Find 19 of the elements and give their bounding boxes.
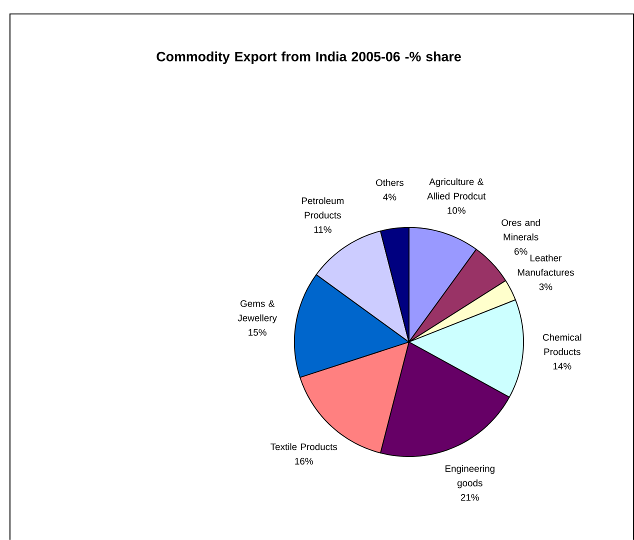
- slice-label: Leather Manufactures: [518, 254, 574, 276]
- data-label: 15%: [248, 328, 266, 336]
- slice-label: Chemical Products: [542, 334, 582, 355]
- chart-title: Commodity Export from India 2005-06 -% share: [156, 51, 461, 64]
- data-label: 14%: [553, 362, 572, 370]
- slice-label: Ores and Minerals: [502, 218, 540, 240]
- slice-label: Gems & Jewellery: [238, 300, 277, 324]
- data-label: 21%: [460, 494, 480, 501]
- slice-label: Agriculture & Allied Prodcut: [427, 178, 486, 200]
- slice-label: Textile Products: [270, 443, 338, 450]
- data-label: 11%: [314, 226, 332, 233]
- slice-label: Others: [376, 178, 404, 186]
- data-label: 6%: [514, 248, 528, 255]
- data-label: 10%: [448, 207, 466, 214]
- data-label: 3%: [539, 283, 552, 290]
- data-label: 4%: [383, 194, 396, 200]
- slice-label: Engineering goods: [446, 464, 494, 488]
- slice-label: Petroleum Products: [302, 197, 344, 218]
- data-label: 16%: [295, 458, 313, 464]
